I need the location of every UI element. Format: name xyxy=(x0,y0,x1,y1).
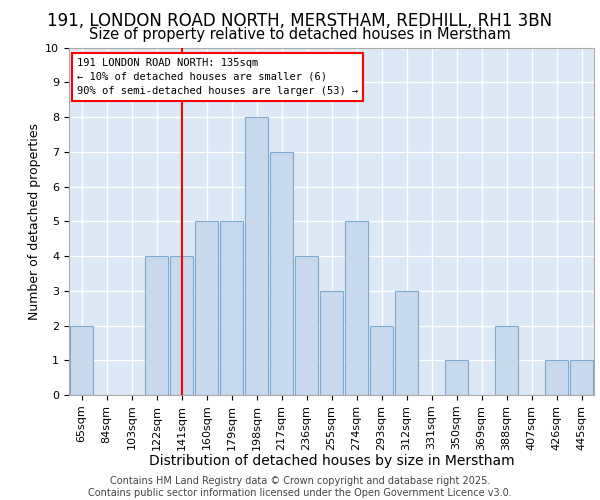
Bar xyxy=(370,326,393,395)
Bar xyxy=(495,326,518,395)
Y-axis label: Number of detached properties: Number of detached properties xyxy=(28,122,41,320)
Bar xyxy=(70,326,93,395)
Bar xyxy=(545,360,568,395)
Text: 191 LONDON ROAD NORTH: 135sqm
← 10% of detached houses are smaller (6)
90% of se: 191 LONDON ROAD NORTH: 135sqm ← 10% of d… xyxy=(77,58,358,96)
Bar xyxy=(170,256,193,395)
Bar xyxy=(570,360,593,395)
X-axis label: Distribution of detached houses by size in Merstham: Distribution of detached houses by size … xyxy=(149,454,514,468)
Bar xyxy=(445,360,468,395)
Bar xyxy=(395,291,418,395)
Bar xyxy=(195,221,218,395)
Text: Size of property relative to detached houses in Merstham: Size of property relative to detached ho… xyxy=(89,28,511,42)
Bar xyxy=(145,256,168,395)
Text: Contains HM Land Registry data © Crown copyright and database right 2025.
Contai: Contains HM Land Registry data © Crown c… xyxy=(88,476,512,498)
Bar xyxy=(345,221,368,395)
Bar xyxy=(245,117,268,395)
Bar xyxy=(320,291,343,395)
Bar xyxy=(270,152,293,395)
Text: 191, LONDON ROAD NORTH, MERSTHAM, REDHILL, RH1 3BN: 191, LONDON ROAD NORTH, MERSTHAM, REDHIL… xyxy=(47,12,553,30)
Bar xyxy=(220,221,243,395)
Bar xyxy=(295,256,318,395)
